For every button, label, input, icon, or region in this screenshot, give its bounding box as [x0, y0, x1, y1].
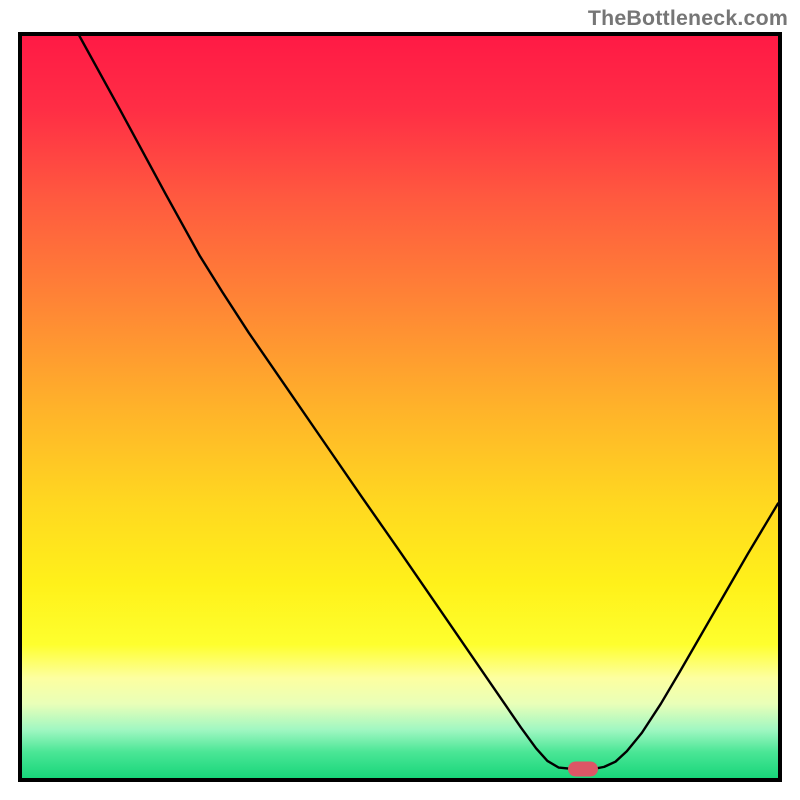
chart-background-gradient: [22, 36, 778, 778]
attribution-text: TheBottleneck.com: [588, 6, 788, 31]
optimal-marker-pill: [568, 762, 598, 777]
chart-frame: [18, 32, 782, 782]
chart-area: [22, 36, 778, 778]
